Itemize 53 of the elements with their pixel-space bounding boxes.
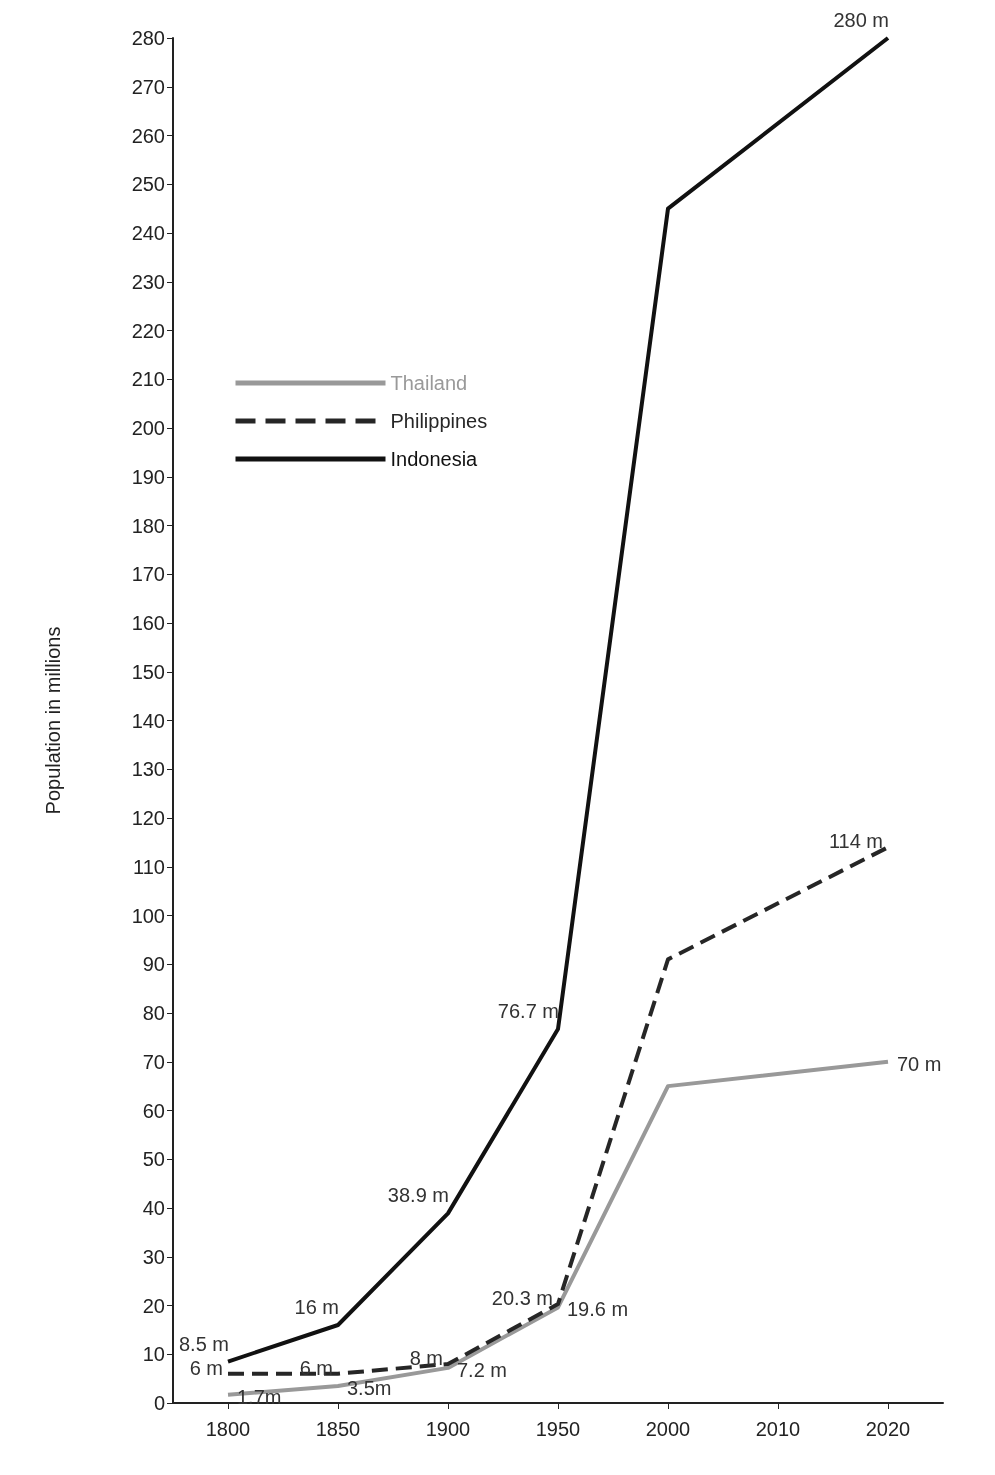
- y-tick-label: 200: [131, 417, 165, 439]
- y-tick-label: 100: [131, 904, 165, 927]
- y-tick-label: 210: [131, 368, 165, 391]
- data-label: 7.2 m: [457, 1358, 508, 1381]
- y-tick-label: 130: [131, 758, 165, 781]
- y-tick-label: 90: [142, 953, 165, 976]
- x-tick-label: 1950: [535, 1418, 581, 1440]
- x-tick-label: 1900: [425, 1418, 471, 1440]
- y-tick-label: 120: [131, 807, 165, 829]
- y-tick-label: 240: [131, 222, 165, 244]
- y-tick-label: 190: [131, 465, 165, 488]
- y-tick-label: 80: [142, 1002, 165, 1024]
- data-label: 20.3 m: [491, 1287, 553, 1310]
- y-tick-label: 10: [142, 1343, 165, 1366]
- x-tick-label: 2010: [755, 1418, 801, 1440]
- y-tick-label: 70: [142, 1050, 165, 1073]
- data-label: 76.7 m: [497, 1000, 559, 1023]
- data-label: 280 m: [833, 9, 889, 31]
- text: Indonesia: [390, 448, 479, 470]
- y-tick-label: 170: [131, 563, 165, 586]
- y-tick-label: 250: [131, 173, 165, 196]
- y-axis-title: Population in millions: [42, 626, 64, 815]
- x-tick-label: 2020: [865, 1418, 911, 1440]
- y-tick-label: 0: [153, 1392, 165, 1414]
- data-label: 8 m: [409, 1347, 443, 1369]
- y-tick-label: 150: [131, 660, 165, 683]
- data-label: 3.5m: [347, 1376, 392, 1399]
- y-tick-label: 40: [142, 1197, 165, 1219]
- data-label: 38.9 m: [387, 1184, 449, 1207]
- y-tick-label: 180: [131, 514, 165, 537]
- data-label: 70 m: [897, 1052, 942, 1075]
- y-tick-label: 230: [131, 270, 165, 293]
- y-tick-label: 160: [131, 612, 165, 634]
- x-tick-label: 1800: [205, 1418, 251, 1440]
- data-label: 19.6 m: [567, 1298, 629, 1321]
- y-tick-label: 30: [142, 1245, 165, 1268]
- data-label: 16 m: [294, 1296, 339, 1318]
- y-tick-label: 20: [142, 1294, 165, 1317]
- y-tick-label: 270: [131, 75, 165, 98]
- y-tick-label: 110: [133, 855, 165, 878]
- text: Thailand: [390, 372, 468, 394]
- text: Philippines: [390, 410, 488, 432]
- y-tick-label: 60: [142, 1099, 165, 1122]
- y-tick-label: 260: [131, 124, 165, 147]
- data-label: 8.5 m: [178, 1332, 229, 1355]
- x-tick-label: 2000: [645, 1418, 691, 1440]
- data-label: 114 m: [828, 830, 883, 853]
- x-tick-label: 1850: [315, 1418, 361, 1440]
- y-tick-label: 220: [131, 319, 165, 342]
- y-tick-label: 50: [142, 1148, 165, 1171]
- data-label: 6 m: [189, 1356, 223, 1379]
- y-tick-label: 280: [131, 27, 165, 49]
- y-tick-label: 140: [131, 709, 165, 732]
